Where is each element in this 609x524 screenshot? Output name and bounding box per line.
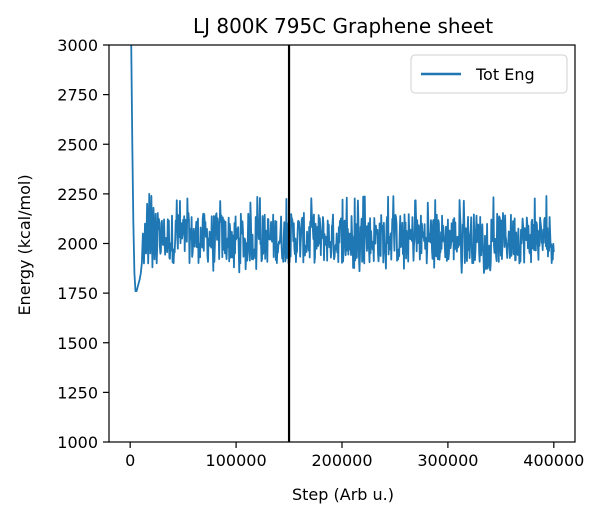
x-axis-label: Step (Arb u.) xyxy=(292,485,394,504)
x-tick-label: 300000 xyxy=(417,451,478,470)
legend-label-tot-eng: Tot Eng xyxy=(475,65,535,84)
legend-box xyxy=(410,54,568,94)
series-layer xyxy=(130,44,555,293)
legend: Tot Eng xyxy=(410,54,568,94)
y-tick-label: 1000 xyxy=(57,433,98,452)
x-axis: 0 100000 200000 300000 400000 xyxy=(125,442,584,470)
x-tick-label: 200000 xyxy=(311,451,372,470)
y-tick-label: 1250 xyxy=(57,383,98,402)
y-tick-label: 2000 xyxy=(57,235,98,254)
y-tick-label: 2250 xyxy=(57,185,98,204)
y-tick-label: 1500 xyxy=(57,334,98,353)
y-axis: 1000 1250 1500 1750 2000 2250 2500 2750 3000 xyxy=(57,36,109,452)
y-axis-label: Energy (kcal/mol) xyxy=(15,174,34,315)
y-tick-label: 2750 xyxy=(57,86,98,105)
y-tick-label: 1750 xyxy=(57,284,98,303)
x-tick-label: 400000 xyxy=(523,451,584,470)
y-tick-label: 3000 xyxy=(57,36,98,55)
x-tick-label: 100000 xyxy=(206,451,267,470)
plot-area xyxy=(108,44,576,443)
x-tick-label: 0 xyxy=(125,451,135,470)
chart-title: LJ 800K 795C Graphene sheet xyxy=(193,14,493,38)
series-line-tot-eng xyxy=(130,44,555,293)
y-tick-label: 2500 xyxy=(57,135,98,154)
